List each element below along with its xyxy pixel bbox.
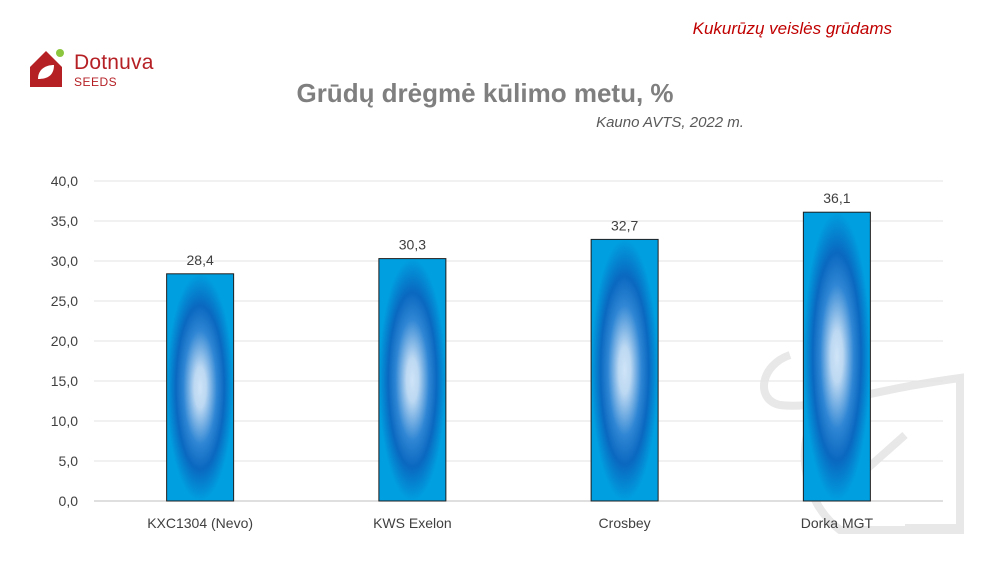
y-axis-ticks: 0,0 5,0 10,0 15,0 20,0 25,0 30,0 35,0 40,0 xyxy=(51,173,78,509)
x-tick-label: Dorka MGT xyxy=(801,515,874,531)
logo-house-icon xyxy=(30,49,64,87)
x-tick-label: Crosbey xyxy=(599,515,651,531)
x-tick-label: KWS Exelon xyxy=(373,515,452,531)
data-label: 32,7 xyxy=(611,217,638,233)
bar xyxy=(166,273,235,502)
chart-subtitle: Kauno AVTS, 2022 m. xyxy=(596,114,744,131)
data-label: 36,1 xyxy=(823,190,850,206)
logo-sub: SEEDS xyxy=(74,75,118,89)
data-label: 28,4 xyxy=(187,252,214,268)
grid-lines xyxy=(94,180,943,502)
bars xyxy=(166,211,871,502)
y-tick-label: 25,0 xyxy=(51,293,78,309)
y-tick-label: 0,0 xyxy=(59,493,79,509)
y-tick-label: 15,0 xyxy=(51,373,78,389)
y-tick-label: 35,0 xyxy=(51,213,78,229)
dotnuva-logo: Dotnuva SEEDS xyxy=(24,45,174,95)
x-tick-label: KXC1304 (Nevo) xyxy=(147,515,253,531)
bar xyxy=(802,211,871,502)
bar xyxy=(590,238,659,502)
chart-title: Grūdų drėgmė kūlimo metu, % xyxy=(296,78,674,108)
x-axis-labels: KXC1304 (Nevo) KWS Exelon Crosbey Dorka MGT xyxy=(147,515,873,531)
y-tick-label: 20,0 xyxy=(51,333,78,349)
logo-word: Dotnuva xyxy=(74,51,154,74)
y-tick-label: 5,0 xyxy=(59,453,79,469)
y-tick-label: 40,0 xyxy=(51,173,78,189)
y-tick-label: 10,0 xyxy=(51,413,78,429)
header-tag: Kukurūzų veislės grūdams xyxy=(692,19,892,38)
data-label: 30,3 xyxy=(399,237,426,253)
bar xyxy=(378,258,447,502)
value-labels: 28,4 30,3 32,7 36,1 xyxy=(187,190,851,268)
y-tick-label: 30,0 xyxy=(51,253,78,269)
